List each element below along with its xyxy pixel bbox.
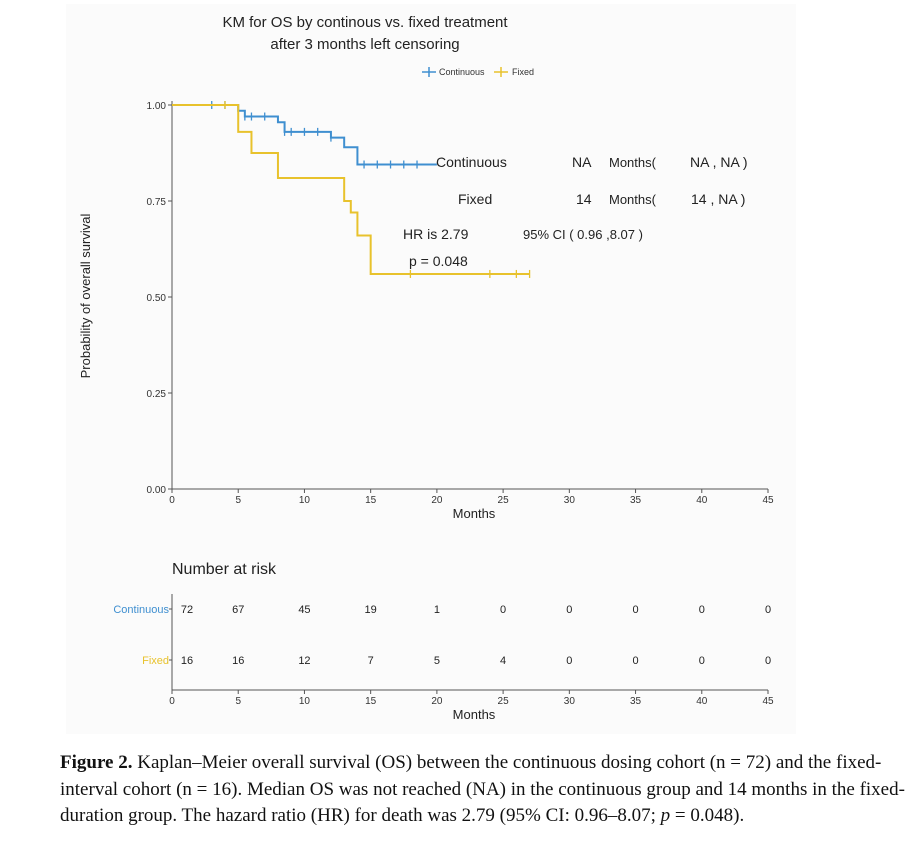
risk-value-fixed: 4 [500,655,506,667]
caption-label: Figure 2. [60,752,133,773]
risk-x-tick-label: 40 [696,696,708,707]
risk-row-continuous-label: Continuous [113,604,169,616]
x-tick-label: 40 [696,495,708,506]
risk-x-tick-label: 10 [299,696,311,707]
annot-fixed-name: Fixed [458,191,492,207]
risk-value-fixed: 12 [298,655,310,667]
y-ticks: 0.00 0.25 0.50 0.75 1.00 [147,101,172,496]
x-axis-label: Months [453,506,496,521]
km-curves [172,101,531,278]
km-chart: KM for OS by continous vs. fixed treatme… [78,14,774,722]
annot-fixed-median: 14 [576,191,592,207]
risk-value-continuous: 67 [232,604,244,616]
y-axis-label: Probability of overall survival [78,214,93,379]
annot-p-value: p = 0.048 [409,253,468,269]
risk-value-continuous: 45 [298,604,310,616]
annot-hr: HR is 2.79 [403,226,469,242]
risk-value-fixed: 0 [566,655,572,667]
x-tick-label: 30 [564,495,576,506]
x-tick-label: 0 [169,495,175,506]
fixed-km-line [172,104,530,275]
legend-fixed-label: Fixed [512,67,534,77]
y-tick-label: 0.75 [147,197,167,208]
annot-continuous-median: NA [572,154,592,170]
y-tick-label: 0.25 [147,389,167,400]
chart-title-line2: after 3 months left censoring [270,36,459,53]
risk-value-continuous: 0 [566,604,572,616]
figure-panel: KM for OS by continous vs. fixed treatme… [66,4,796,734]
y-tick-label: 0.50 [147,293,167,304]
risk-value-fixed: 5 [434,655,440,667]
annot-continuous-ci: NA , NA ) [690,154,748,170]
annot-ci95: 95% CI ( 0.96 ,8.07 ) [523,227,643,242]
risk-value-continuous: 0 [500,604,506,616]
risk-value-fixed: 0 [632,655,638,667]
legend: Continuous Fixed [422,67,534,77]
risk-value-continuous: 0 [765,604,771,616]
annot-fixed-ci: 14 , NA ) [691,191,745,207]
x-tick-label: 25 [498,495,510,506]
continuous-km-line [172,104,437,166]
risk-x-tick-label: 35 [630,696,642,707]
risk-value-continuous: 1 [434,604,440,616]
risk-value-continuous: 72 [181,604,193,616]
risk-table-title: Number at risk [172,561,277,578]
x-tick-label: 20 [431,495,443,506]
risk-table-x-label: Months [453,707,496,722]
x-tick-label: 35 [630,495,642,506]
risk-value-fixed: 0 [699,655,705,667]
annot-continuous-name: Continuous [436,154,507,170]
risk-table-x-ticks: 0 5 10 15 20 25 30 35 40 45 [169,690,774,707]
y-tick-label: 0.00 [147,485,167,496]
y-tick-label: 1.00 [147,101,167,112]
risk-x-tick-label: 45 [762,696,774,707]
risk-x-tick-label: 0 [169,696,175,707]
x-tick-label: 15 [365,495,377,506]
x-tick-label: 5 [235,495,241,506]
chart-title-line1: KM for OS by continous vs. fixed treatme… [222,14,508,31]
legend-continuous-label: Continuous [439,67,485,77]
risk-x-tick-label: 25 [498,696,510,707]
risk-row-fixed-label: Fixed [142,655,169,667]
risk-value-continuous: 0 [632,604,638,616]
risk-value-fixed: 7 [368,655,374,667]
x-tick-label: 10 [299,495,311,506]
risk-table-values: 72 67 45 19 1 0 0 0 0 0 16 16 12 7 5 4 0 0 0 0 [181,604,771,667]
risk-value-fixed: 16 [181,655,193,667]
caption-p-symbol: p [660,805,671,826]
caption-text: Kaplan–Meier overall survival (OS) betwe… [60,752,905,826]
risk-value-fixed: 0 [765,655,771,667]
risk-value-continuous: 19 [365,604,377,616]
risk-x-tick-label: 15 [365,696,377,707]
annot-continuous-unit: Months( [609,155,657,170]
annotations: Continuous NA Months( NA , NA ) Fixed 14… [403,154,748,269]
risk-value-continuous: 0 [699,604,705,616]
x-tick-label: 45 [762,495,774,506]
risk-value-fixed: 16 [232,655,244,667]
risk-x-tick-label: 30 [564,696,576,707]
figure-caption: Figure 2. Kaplan–Meier overall survival … [60,750,910,830]
risk-x-tick-label: 20 [431,696,443,707]
caption-p-value: = 0.048). [674,805,745,826]
x-ticks: 0 5 10 15 20 25 30 35 40 45 [169,489,774,506]
risk-x-tick-label: 5 [235,696,241,707]
annot-fixed-unit: Months( [609,192,657,207]
